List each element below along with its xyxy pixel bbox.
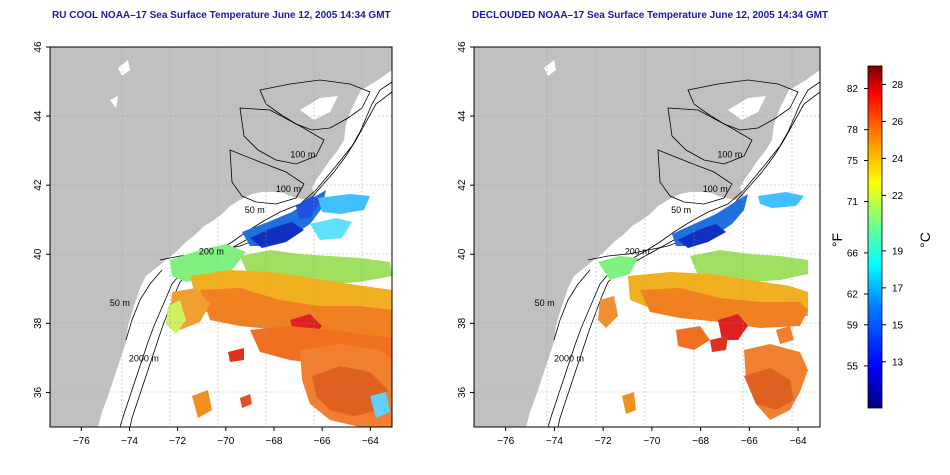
left-grid [50,47,392,427]
lon-tick-label: −68 [266,436,283,447]
lon-tick-label: −68 [692,436,709,447]
celsius-tick-label: 13 [892,357,904,368]
colorbar: 28 26 24 22 19 17 15 13 82 78 75 71 66 62 59 55 °F °C [829,65,933,409]
fahrenheit-tick-label: 78 [847,125,859,136]
celsius-unit-label: °C [917,232,933,248]
lon-tick-label: −76 [73,436,90,447]
sst-data-right [598,192,808,420]
contour-depth-label: 200 m [199,246,224,256]
contour-depth-label: 100 m [290,150,315,160]
contour-depth-label: 100 m [717,150,742,160]
celsius-tick-label: 28 [892,80,904,91]
lon-tick-label: −64 [790,436,807,447]
contour-depth-label: 200 m [625,246,650,256]
right-map-title: DECLOUDED NOAA–17 Sea Surface Temperatur… [472,10,829,21]
lat-tick-label: 38 [33,317,44,329]
fahrenheit-tick-label: 62 [847,290,859,301]
celsius-tick-label: 17 [892,283,904,294]
right-map: 100 m 100 m 50 m 200 m 50 m 2000 m −76 −74 −72 −… [457,41,821,447]
contour-depth-label: 50 m [245,205,265,215]
lon-tick-label: −64 [362,436,379,447]
fahrenheit-unit-label: °F [829,233,845,247]
celsius-tick-label: 19 [892,246,904,257]
fahrenheit-tick-label: 59 [847,320,859,331]
lon-tick-label: −74 [121,436,138,447]
fahrenheit-tick-label: 71 [847,197,859,208]
fahrenheit-tick-label: 82 [847,84,859,95]
celsius-tick-label: 15 [892,320,904,331]
lat-tick-label: 42 [457,179,468,191]
contour-depth-label: 50 m [110,298,130,308]
contour-depth-label: 2000 m [554,353,584,363]
bathymetry-contours [547,79,820,427]
lat-tick-label: 40 [457,248,468,260]
lon-tick-label: −76 [497,436,514,447]
fahrenheit-tick-label: 75 [847,156,859,167]
fahrenheit-tick-label: 66 [847,248,859,259]
lon-tick-label: −70 [643,436,660,447]
land-mass [50,47,392,427]
lon-tick-label: −66 [314,436,331,447]
lat-tick-label: 46 [457,41,468,53]
contour-depth-label: 100 m [276,184,301,194]
lat-tick-label: 44 [33,110,44,122]
lon-tick-label: −66 [741,436,758,447]
lon-tick-label: −72 [595,436,612,447]
celsius-tick-label: 26 [892,117,904,128]
lon-tick-label: −74 [546,436,563,447]
lat-tick-label: 42 [33,179,44,191]
sst-data-left [166,190,392,427]
lat-tick-label: 46 [33,41,44,53]
lon-tick-label: −72 [169,436,186,447]
left-map-title: RU COOL NOAA–17 Sea Surface Temperature … [52,10,391,21]
celsius-tick-label: 24 [892,154,904,165]
celsius-tick-label: 22 [892,191,904,202]
lon-tick-label: −70 [217,436,234,447]
contour-depth-label: 2000 m [129,353,159,363]
contour-depth-label: 50 m [535,298,555,308]
lat-tick-label: 44 [457,110,468,122]
left-map: 100 m 100 m 50 m 200 m 50 m 2000 m −76 −74 −72 −… [33,41,393,447]
contour-depth-label: 50 m [671,205,691,215]
lat-tick-label: 40 [33,248,44,260]
lat-tick-label: 38 [457,317,468,329]
lat-tick-label: 36 [33,386,44,398]
fahrenheit-tick-label: 55 [847,361,859,372]
right-grid [474,47,820,427]
land-mass [474,47,820,427]
contour-depth-label: 100 m [703,184,728,194]
colorbar-gradient [867,65,883,409]
lat-tick-label: 36 [457,386,468,398]
